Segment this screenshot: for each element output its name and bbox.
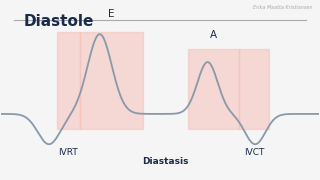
Text: IVRT: IVRT <box>59 148 78 158</box>
Text: Erika Maatta Kristiansen: Erika Maatta Kristiansen <box>253 5 312 10</box>
Bar <box>80 31 142 129</box>
Bar <box>57 31 80 129</box>
Bar <box>188 49 239 129</box>
Text: Diastasis: Diastasis <box>142 157 188 166</box>
Text: E: E <box>108 9 115 19</box>
Bar <box>239 49 269 129</box>
Text: A: A <box>210 30 217 40</box>
Text: Diastole: Diastole <box>24 14 94 29</box>
Text: IVCT: IVCT <box>244 148 264 158</box>
